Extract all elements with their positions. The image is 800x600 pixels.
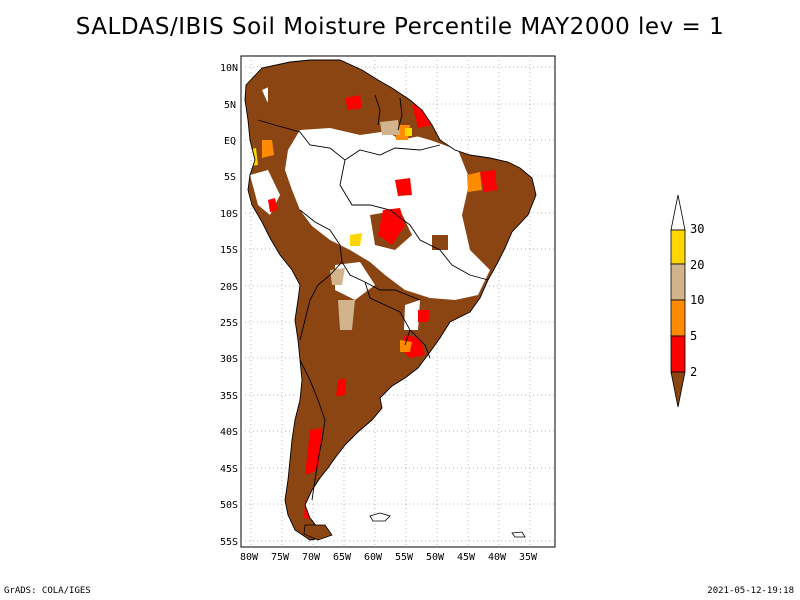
- lat-label: 40S: [220, 427, 238, 438]
- colorbar-label: 2: [690, 365, 698, 379]
- colorbar-segment-10-20: [670, 263, 686, 301]
- colorbar-label: 30: [690, 222, 705, 236]
- lat-label: 15S: [220, 245, 238, 256]
- lat-label: 5S: [224, 172, 236, 183]
- map-title: SALDAS/IBIS Soil Moisture Percentile MAY…: [75, 14, 725, 40]
- lat-label: 55S: [220, 537, 238, 548]
- lon-label: 60W: [364, 552, 383, 563]
- colorbar-segment-2-5: [670, 335, 686, 373]
- lat-label: 25S: [220, 318, 238, 329]
- colorbar-label: 20: [690, 258, 705, 272]
- lon-label: 65W: [333, 552, 352, 563]
- lat-label: EQ: [224, 136, 236, 147]
- lon-label: 50W: [426, 552, 445, 563]
- lat-label: 50S: [220, 500, 238, 511]
- colorbar-top-triangle: [670, 194, 686, 231]
- colorbar-segment-20-30: [670, 229, 686, 265]
- colorbar: [670, 194, 686, 408]
- lon-label: 75W: [271, 552, 290, 563]
- lon-label: 40W: [488, 552, 507, 563]
- footer-credit: GrADS: COLA/IGES: [4, 586, 91, 596]
- colorbar-label: 5: [690, 329, 698, 343]
- colorbar-bottom-triangle: [670, 371, 686, 408]
- falkland-islands: [369, 512, 391, 522]
- small-island: [511, 531, 526, 538]
- lon-label: 35W: [519, 552, 538, 563]
- latitude-labels: 10N 5N EQ 5S 10S 15S 20S 25S 30S 35S 40S…: [220, 63, 238, 548]
- lat-label: 20S: [220, 282, 238, 293]
- lon-label: 45W: [457, 552, 476, 563]
- lon-label: 70W: [302, 552, 321, 563]
- longitude-labels: 80W 75W 70W 65W 60W 55W 50W 45W 40W 35W: [240, 552, 538, 563]
- coastline-and-borders: [244, 59, 537, 541]
- footer-timestamp: 2021-05-12-19:18: [707, 586, 794, 596]
- lat-label: 45S: [220, 464, 238, 475]
- lat-label: 35S: [220, 391, 238, 402]
- colorbar-segment-5-10: [670, 299, 686, 337]
- colorbar-label: 10: [690, 293, 705, 307]
- lon-label: 55W: [395, 552, 414, 563]
- tierra-del-fuego: [303, 524, 333, 541]
- lon-label: 80W: [240, 552, 259, 563]
- lat-label: 5N: [224, 100, 236, 111]
- lat-label: 10N: [220, 63, 238, 74]
- lat-label: 30S: [220, 354, 238, 365]
- lat-label: 10S: [220, 209, 238, 220]
